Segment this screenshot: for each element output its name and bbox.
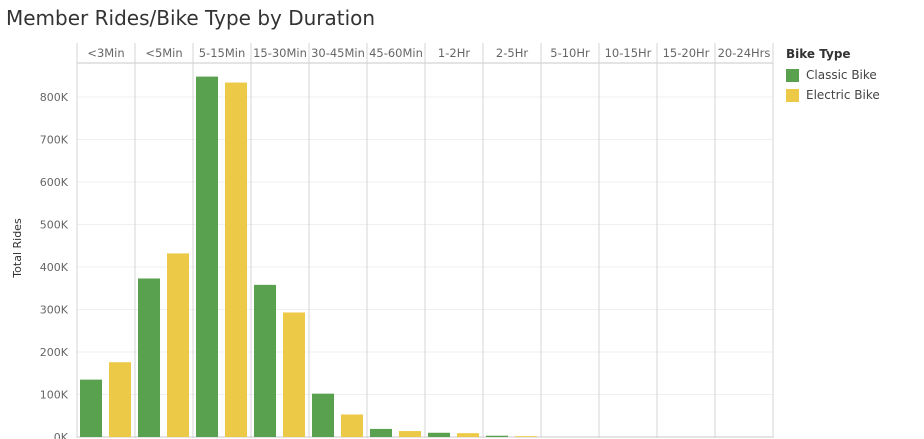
category-label: 30-45Min: [311, 46, 365, 60]
category-label: 2-5Hr: [496, 46, 528, 60]
category-label: 1-2Hr: [438, 46, 470, 60]
bar-classic[interactable]: [254, 285, 276, 437]
bar-classic[interactable]: [138, 278, 160, 437]
y-tick-label: 400K: [40, 261, 69, 274]
bar-classic[interactable]: [486, 436, 508, 437]
bar-electric[interactable]: [167, 253, 189, 437]
y-tick-label: 0K: [54, 431, 69, 439]
bar-classic[interactable]: [196, 77, 218, 437]
legend[interactable]: Bike Type Classic Bike Electric Bike: [786, 47, 880, 105]
legend-swatch: [786, 69, 799, 82]
y-tick-label: 600K: [40, 176, 69, 189]
category-label: 15-30Min: [253, 46, 307, 60]
bar-electric[interactable]: [341, 414, 363, 437]
category-label: <3Min: [87, 46, 124, 60]
category-label: 5-15Min: [199, 46, 246, 60]
category-label: 10-15Hr: [605, 46, 652, 60]
category-label: 15-20Hr: [663, 46, 710, 60]
bar-classic[interactable]: [80, 380, 102, 437]
legend-swatch: [786, 89, 799, 102]
category-label: <5Min: [145, 46, 182, 60]
y-tick-label: 700K: [40, 134, 69, 147]
bar-electric[interactable]: [515, 436, 537, 437]
bar-electric[interactable]: [399, 431, 421, 437]
bar-electric[interactable]: [283, 312, 305, 437]
y-axis-label: Total Rides: [11, 218, 24, 279]
legend-title: Bike Type: [786, 47, 880, 61]
bar-electric[interactable]: [109, 362, 131, 437]
y-tick-label: 500K: [40, 219, 69, 232]
y-tick-label: 300K: [40, 304, 69, 317]
bar-classic[interactable]: [428, 433, 450, 437]
y-tick-label: 100K: [40, 389, 69, 402]
category-label: 5-10Hr: [550, 46, 590, 60]
bar-electric[interactable]: [225, 83, 247, 437]
y-axis: 0K 100K 200K 300K 400K 500K 600K 700K 800K: [40, 91, 69, 439]
legend-item[interactable]: Classic Bike: [786, 65, 880, 85]
bar-electric[interactable]: [457, 433, 479, 437]
legend-label: Classic Bike: [806, 68, 877, 82]
legend-label: Electric Bike: [806, 88, 880, 102]
category-label: 20-24Hrs: [718, 46, 771, 60]
legend-item[interactable]: Electric Bike: [786, 85, 880, 105]
category-label: 45-60Min: [369, 46, 423, 60]
bar-classic[interactable]: [312, 394, 334, 437]
y-tick-label: 800K: [40, 91, 69, 104]
bar-classic[interactable]: [370, 429, 392, 437]
y-tick-label: 200K: [40, 346, 69, 359]
